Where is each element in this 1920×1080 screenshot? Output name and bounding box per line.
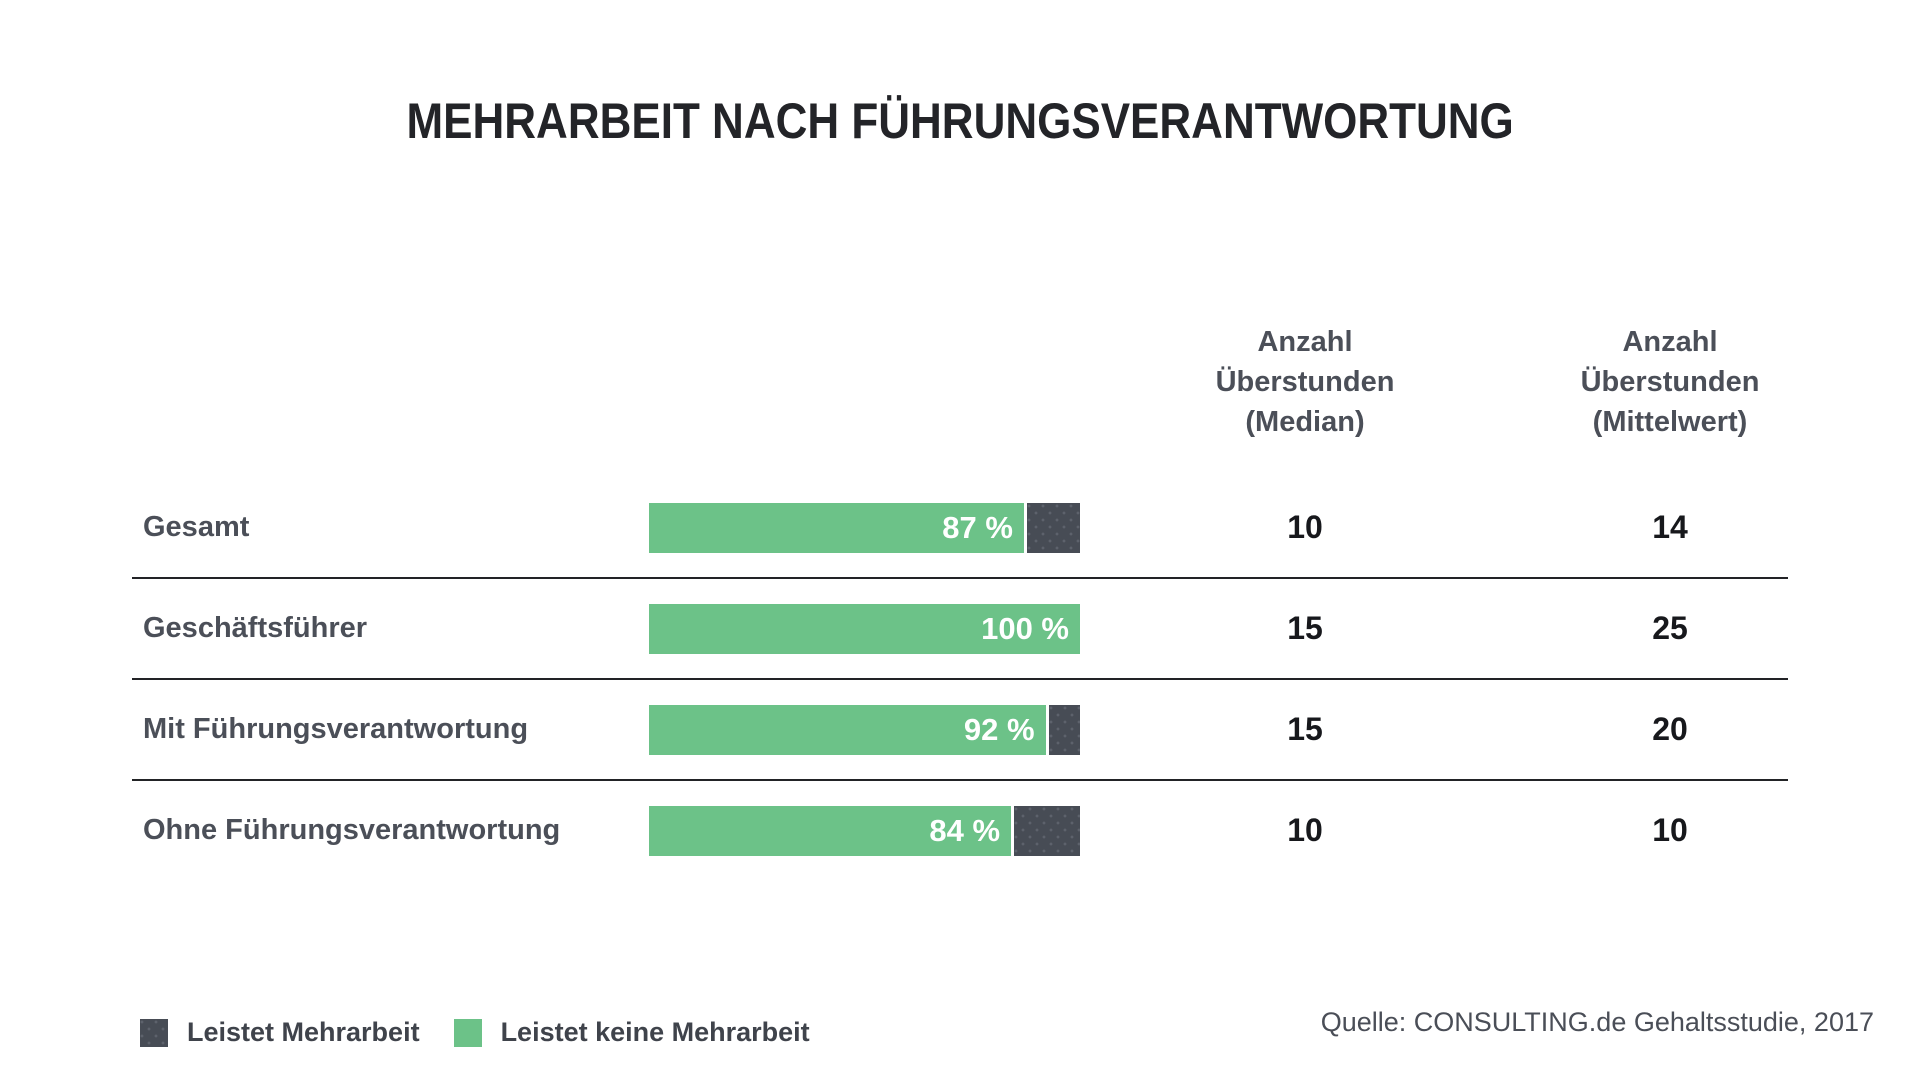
table-row: Mit Führungsverantwortung 92 % 15 20 [132,680,1788,781]
row-label: Gesamt [143,511,250,543]
mittelwert-value: 14 [1652,509,1688,545]
legend: Leistet Mehrarbeit Leistet keine Mehrarb… [140,1017,810,1048]
legend-label: Leistet Mehrarbeit [187,1017,420,1047]
chart-rows: Gesamt 87 % 10 14 Geschäftsführer 100 % … [132,478,1788,880]
bar-segment-keine-mehrarbeit: 92 % [649,704,1046,755]
bar-track: 84 % [649,805,1080,856]
legend-item-mehrarbeit: Leistet Mehrarbeit [140,1017,420,1048]
bar-segment-mehrarbeit [1026,502,1080,553]
bar-track: 92 % [649,704,1080,755]
legend-swatch-green-icon [453,1018,482,1047]
chart-title: MEHRARBEIT NACH FÜHRUNGSVERANTWORTUNG [406,93,1514,149]
table-row: Geschäftsführer 100 % 15 25 [132,579,1788,680]
legend-label: Leistet keine Mehrarbeit [500,1017,810,1047]
mittelwert-value: 10 [1652,812,1688,848]
row-label: Geschäftsführer [143,612,368,644]
column-header-median: Anzahl Überstunden (Median) [1215,326,1395,438]
bar-track: 100 % [649,603,1080,654]
bar-segment-keine-mehrarbeit: 87 % [649,502,1024,553]
table-row: Gesamt 87 % 10 14 [132,478,1788,579]
row-label: Mit Führungsverantwortung [143,713,529,745]
median-value: 15 [1287,610,1323,646]
source-attribution: Quelle: CONSULTING.de Gehaltsstudie, 201… [1320,1007,1874,1037]
bar-segment-mehrarbeit [1048,704,1080,755]
table-row: Ohne Führungsverantwortung 84 % 10 10 [132,781,1788,880]
mittelwert-value: 25 [1652,610,1688,646]
median-value: 10 [1287,812,1323,848]
mittelwert-value: 20 [1652,711,1688,747]
legend-swatch-dark-icon [140,1018,168,1047]
median-value: 10 [1287,509,1323,545]
bar-track: 87 % [649,502,1080,553]
bar-segment-mehrarbeit [1014,805,1080,856]
row-label: Ohne Führungsverantwortung [143,814,561,846]
column-header-mittelwert: Anzahl Überstunden (Mittelwert) [1580,326,1760,438]
legend-item-keine-mehrarbeit: Leistet keine Mehrarbeit [453,1017,810,1048]
bar-segment-keine-mehrarbeit: 100 % [649,603,1080,654]
bar-segment-keine-mehrarbeit: 84 % [649,805,1012,856]
chart-title-wrap: MEHRARBEIT NACH FÜHRUNGSVERANTWORTUNG [0,92,1920,150]
median-value: 15 [1287,711,1323,747]
